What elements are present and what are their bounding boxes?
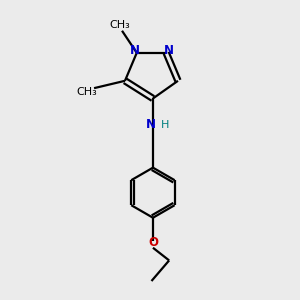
Text: H: H <box>161 120 170 130</box>
Text: CH₃: CH₃ <box>109 20 130 30</box>
Text: N: N <box>146 118 156 131</box>
Text: N: N <box>129 44 140 57</box>
Text: CH₃: CH₃ <box>76 87 97 97</box>
Text: N: N <box>164 44 174 57</box>
Text: O: O <box>148 236 158 249</box>
